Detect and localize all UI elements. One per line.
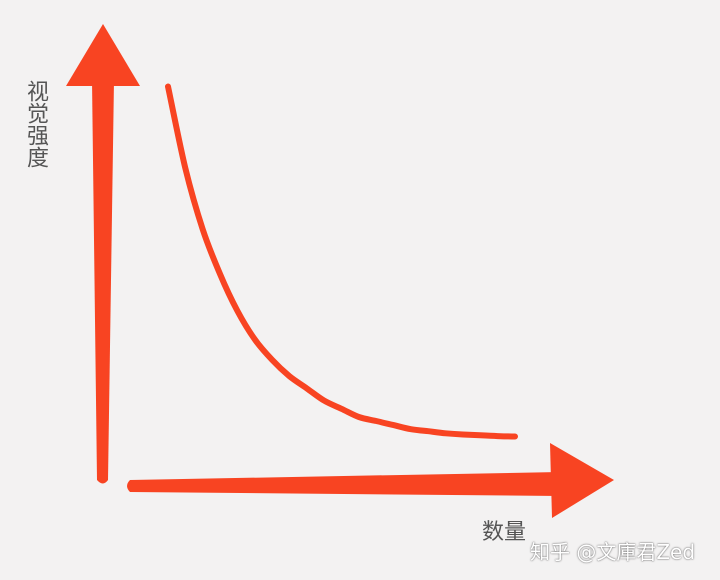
y-axis-label: 视觉强度 [23,80,48,168]
y-axis [66,24,140,484]
series-line-0 [165,83,518,440]
x-axis [127,443,614,518]
y-axis-shaft [92,80,114,484]
x-axis-shaft [127,472,560,496]
x-axis-arrowhead [550,443,614,518]
y-axis-arrowhead [66,24,140,86]
series-layer [165,83,518,440]
watermark: 知乎 @文庫君Zed [530,540,696,564]
x-axis-label: 数量 [482,520,527,545]
